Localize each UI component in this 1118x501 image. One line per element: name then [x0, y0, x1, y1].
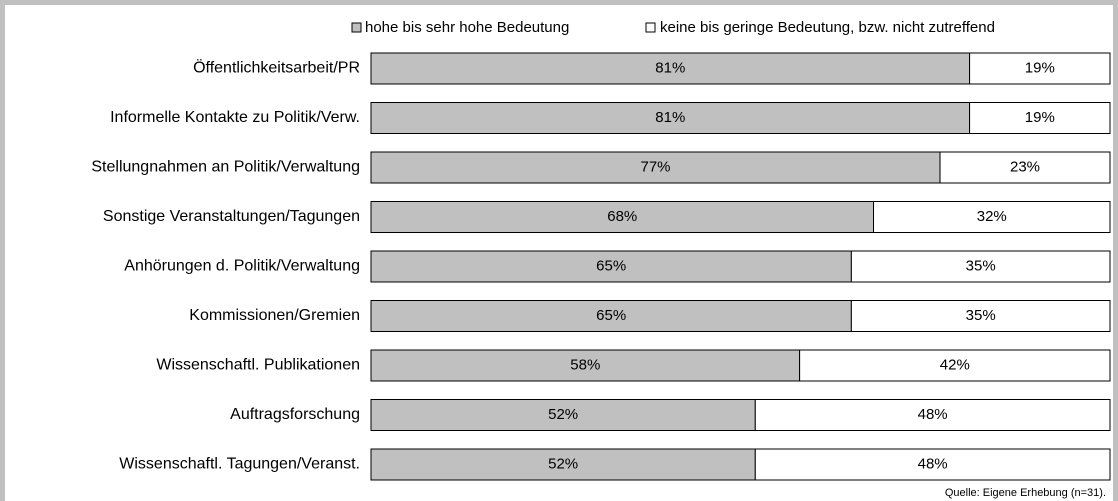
category-label: Öffentlichkeitsarbeit/PR	[193, 59, 360, 77]
category-label: Informelle Kontakte zu Politik/Verw.	[110, 109, 360, 126]
legend-swatch	[645, 22, 656, 33]
value-label: 48%	[918, 406, 948, 423]
legend-label: hohe bis sehr hohe Bedeutung	[365, 19, 569, 36]
category-label: Sonstige Veranstaltungen/Tagungen	[103, 208, 360, 225]
bar-segment	[370, 151, 941, 184]
bar-segment	[969, 102, 1111, 134]
value-label: 32%	[977, 208, 1007, 225]
value-label: 52%	[548, 406, 578, 423]
bar-segment	[370, 102, 971, 134]
bar-segment	[370, 250, 852, 283]
category-label: Stellungnahmen an Politik/Verwaltung	[91, 159, 360, 176]
value-label: 58%	[570, 356, 600, 373]
bar-segment	[754, 399, 1111, 431]
bar-segment	[799, 349, 1111, 382]
legend-label: keine bis geringe Bedeutung, bzw. nicht …	[660, 19, 995, 36]
category-label: Auftragsforschung	[230, 406, 360, 423]
legend-swatch	[351, 22, 362, 33]
bar-segment	[850, 300, 1111, 332]
category-label: Anhörungen d. Politik/Verwaltung	[124, 258, 360, 275]
bar-segment	[939, 151, 1111, 184]
value-label: 81%	[655, 59, 685, 76]
bar-segment	[370, 349, 801, 382]
value-label: 19%	[1025, 109, 1055, 126]
value-label: 35%	[966, 257, 996, 274]
bar-segment	[969, 52, 1111, 85]
value-label: 48%	[918, 455, 948, 472]
value-label: 19%	[1025, 59, 1055, 76]
bar-segment	[754, 448, 1111, 481]
value-label: 65%	[596, 307, 626, 324]
source-note: Quelle: Eigene Erhebung (n=31).	[945, 487, 1106, 499]
bar-segment	[370, 300, 852, 332]
value-label: 52%	[548, 455, 578, 472]
bar-segment	[370, 52, 971, 85]
value-label: 23%	[1010, 158, 1040, 175]
category-label: Wissenschaftl. Publikationen	[156, 357, 360, 374]
bar-segment	[850, 250, 1111, 283]
category-label: Wissenschaftl. Tagungen/Veranst.	[119, 456, 360, 473]
value-label: 68%	[607, 208, 637, 225]
category-label: Kommissionen/Gremien	[189, 307, 360, 324]
value-label: 35%	[966, 307, 996, 324]
value-label: 65%	[596, 257, 626, 274]
value-label: 42%	[940, 356, 970, 373]
value-label: 77%	[640, 158, 670, 175]
value-label: 81%	[655, 109, 685, 126]
bar-segment	[873, 201, 1111, 233]
